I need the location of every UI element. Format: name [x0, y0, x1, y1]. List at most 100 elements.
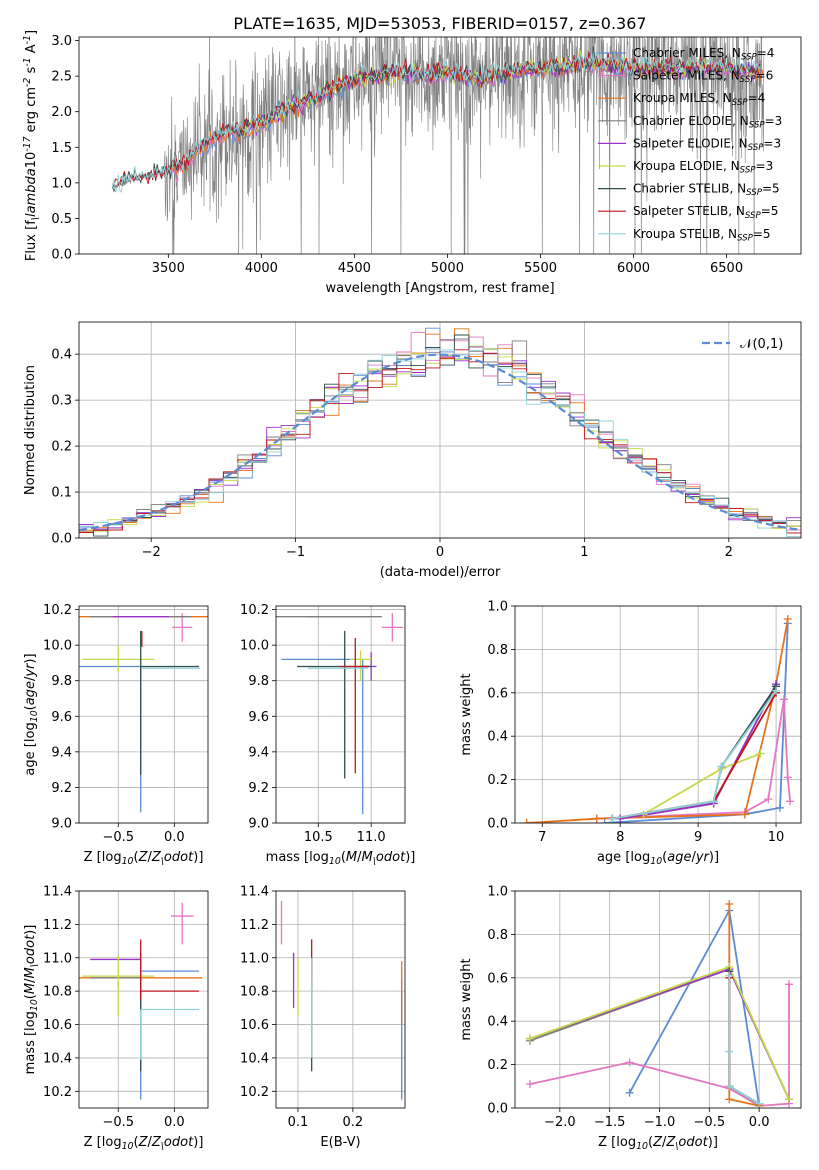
- data-point-marker: [740, 810, 749, 819]
- plot-area: [276, 613, 403, 815]
- y-tick-label: 9.0: [51, 817, 72, 832]
- y-tick-label: 1.0: [487, 885, 508, 900]
- y-axis-label: mass weight: [459, 958, 474, 1040]
- y-tick-label: 1.0: [487, 600, 508, 615]
- y-tick-label: 9.6: [51, 710, 72, 725]
- x-tick-label: 7: [538, 830, 546, 845]
- figure-title: PLATE=1635, MJD=53053, FIBERID=0157, z=0…: [233, 14, 646, 33]
- histogram-kroupa-stelib: [79, 348, 801, 537]
- data-point-marker: [725, 1047, 734, 1056]
- series-line-chabrier-stelib: [728, 971, 760, 1105]
- x-axis-label: (data-model)/error: [380, 565, 501, 580]
- plot-area: [79, 902, 203, 1100]
- legend-entry: 𝒩(0,1): [740, 337, 783, 352]
- y-axis-label: Flux [f\lambda10-17 erg cm-2 s-1 A-1]: [22, 30, 41, 261]
- data-point-marker: [725, 971, 734, 980]
- legend-entry: Salpeter MILES, NSSP=6: [633, 69, 773, 86]
- legend: Chabrier MILES, NSSP=4 Salpeter MILES, NS…: [598, 46, 782, 243]
- x-tick-label: 6500: [710, 261, 743, 276]
- data-point-marker: [764, 795, 773, 804]
- y-tick-label: 2.0: [51, 105, 72, 120]
- data-point-marker: [756, 749, 765, 758]
- y-tick-label: 10.4: [43, 1051, 72, 1066]
- x-tick-label: 0: [436, 545, 444, 560]
- x-tick-label: 0.0: [164, 830, 185, 845]
- y-tick-label: 0.0: [51, 248, 72, 263]
- y-tick-label: 10.6: [240, 1018, 269, 1033]
- data-point-marker: [522, 819, 531, 823]
- y-tick-label: 10.6: [43, 1018, 72, 1033]
- histogram-chabrier-elodie: [79, 338, 801, 531]
- panel-massweight-vs-Z: −2.0 −1.5 −1.0 −0.5 0.0 0.0 0.2 0.4 0.6 0.8 1.0 Z […: [459, 885, 802, 1152]
- legend-entry: Kroupa MILES, NSSP=4: [633, 91, 765, 108]
- model-line-kroupa-stelib: [112, 51, 761, 194]
- data-point-marker: [783, 773, 792, 782]
- x-axis-label: age [log10(age/yr)]: [597, 850, 719, 867]
- y-tick-label: 3.0: [51, 34, 72, 49]
- panel-mass-vs-Z: −0.5 0.0 10.2 10.4 10.6 10.8 11.0 11.2 11.4 Z [lo…: [23, 885, 209, 1152]
- normal-pdf-curve: [79, 353, 799, 531]
- series-line-salpeter-miles: [529, 984, 790, 1107]
- panel-age-vs-Z: −0.5 0.0 9.0 9.2 9.4 9.6 9.8 10.0 10.2 Z [log10(Z…: [23, 603, 209, 867]
- y-tick-label: 0.2: [487, 773, 508, 788]
- axes-frame: [514, 890, 802, 1109]
- histogram-chabrier-stelib: [79, 334, 801, 537]
- y-tick-label: 9.8: [248, 674, 269, 689]
- panel-mass-vs-ebv: 0.1 0.2 10.2 10.4 10.6 10.8 11.0 11.2 11.4 E(B-V): [240, 885, 406, 1150]
- y-tick-label: 11.2: [43, 918, 72, 933]
- x-tick-label: 10: [768, 830, 785, 845]
- legend-entry: Salpeter STELIB, NSSP=5: [633, 204, 778, 221]
- y-tick-label: 1.5: [51, 141, 72, 156]
- x-tick-label: 5500: [524, 261, 557, 276]
- model-line-salpeter-stelib: [112, 52, 761, 188]
- x-tick-label: 8: [616, 830, 624, 845]
- y-tick-label: 10.0: [43, 639, 72, 654]
- series-line-kroupa-stelib: [728, 975, 760, 1105]
- x-tick-label: −1: [286, 545, 305, 560]
- x-tick-label: 1: [580, 545, 588, 560]
- y-tick-label: 10.2: [43, 1085, 72, 1100]
- plot-area: [112, 37, 765, 254]
- legend-entry: Chabrier STELIB, NSSP=5: [633, 182, 780, 199]
- series-line-chabrier-miles: [628, 907, 760, 1106]
- legend: 𝒩(0,1): [702, 337, 783, 352]
- y-tick-label: 0.2: [487, 1058, 508, 1073]
- panel-massweight-vs-age: 7 8 9 10 0.0 0.2 0.4 0.6 0.8 1.0 age [log10(age/yr…: [459, 600, 802, 867]
- y-tick-label: 11.0: [240, 951, 269, 966]
- x-tick-label: −0.5: [694, 1115, 726, 1130]
- y-tick-label: 11.4: [240, 885, 269, 900]
- x-tick-label: −2.0: [544, 1115, 576, 1130]
- data-point-marker: [785, 1095, 794, 1104]
- x-tick-label: 10.5: [304, 830, 333, 845]
- series-line-chabrier-miles: [604, 623, 789, 823]
- legend-entry: Kroupa STELIB, NSSP=5: [633, 227, 771, 244]
- x-tick-label: −1.0: [644, 1115, 676, 1130]
- data-point-marker: [725, 1095, 734, 1104]
- data-point-marker: [775, 803, 784, 812]
- plot-layer: 3500 4000 4500 5000 5500 6000 6500 0.0 0.5 1.0 1.5…: [22, 30, 802, 1152]
- x-tick-label: 9: [694, 830, 702, 845]
- y-tick-label: 9.0: [248, 817, 269, 832]
- y-tick-label: 9.2: [51, 781, 72, 796]
- x-tick-label: −0.5: [102, 1115, 134, 1130]
- data-point-marker: [785, 980, 794, 989]
- y-tick-label: 10.4: [240, 1051, 269, 1066]
- y-axis-label: age [log10(age/yr)]: [23, 653, 40, 775]
- y-tick-label: 0.4: [487, 1015, 508, 1030]
- y-tick-label: 10.2: [240, 1085, 269, 1100]
- model-line-kroupa-elodie: [242, 50, 754, 137]
- axes-frame: [78, 321, 802, 539]
- y-tick-label: 10.2: [43, 603, 72, 618]
- y-tick-label: 0.6: [487, 971, 508, 986]
- plot-area: [79, 613, 208, 813]
- y-tick-label: 11.0: [43, 951, 72, 966]
- x-tick-label: 5000: [431, 261, 464, 276]
- y-tick-label: 0.0: [51, 532, 72, 547]
- series-line-chabrier-stelib: [612, 685, 777, 820]
- panel-spectrum: 3500 4000 4500 5000 5500 6000 6500 0.0 0.5 1.0 1.5…: [22, 30, 802, 296]
- y-tick-label: 11.4: [43, 885, 72, 900]
- y-tick-label: 9.4: [51, 745, 72, 760]
- axes-frame: [78, 605, 209, 824]
- y-tick-label: 0.0: [487, 817, 508, 832]
- data-point-marker: [600, 819, 609, 823]
